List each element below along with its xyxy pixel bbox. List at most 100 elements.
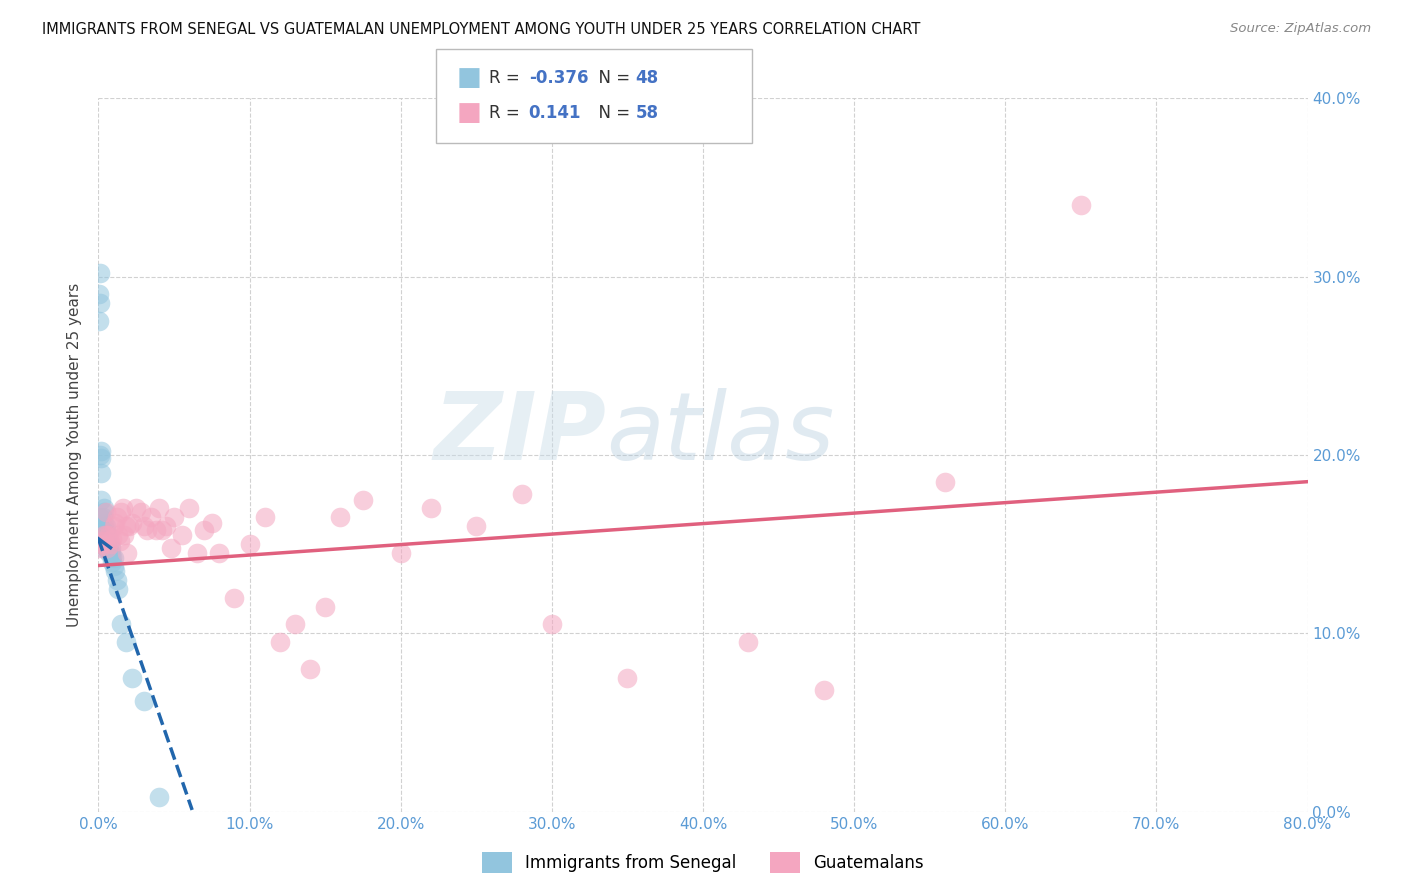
Point [96,533,118,548]
Point [269,635,291,649]
Point [89,541,111,555]
Point [201,516,224,530]
Point [540,617,562,632]
Point [118,519,141,533]
Point [89,448,111,462]
Point [94,523,117,537]
Point [112,528,135,542]
Point [465,519,488,533]
Point [89,510,111,524]
Point [115,546,138,560]
Text: R =: R = [489,104,530,122]
Point [90,466,112,480]
Point [100,546,122,560]
Point [96,528,118,542]
Point [132,694,155,708]
Point [93,528,115,542]
Point [352,492,374,507]
Point [93,505,115,519]
Text: ■: ■ [457,100,482,127]
Point [89,314,111,328]
Y-axis label: Unemployment Among Youth under 25 years: Unemployment Among Youth under 25 years [67,283,83,627]
Point [93,501,115,516]
Point [91,541,114,555]
Point [148,790,170,805]
Text: 0.141: 0.141 [529,104,581,122]
Point [107,528,129,542]
Point [224,591,246,605]
Point [1070,198,1092,212]
Point [90,528,112,542]
Point [141,510,163,524]
Point [100,541,122,555]
Point [129,505,152,519]
Text: ZIP: ZIP [433,387,606,480]
Point [90,444,112,458]
Point [91,523,114,537]
Point [934,475,956,489]
Text: ■: ■ [457,65,482,92]
Legend: Immigrants from Senegal, Guatemalans: Immigrants from Senegal, Guatemalans [475,846,931,880]
Point [510,487,533,501]
Point [91,510,114,524]
Text: R =: R = [489,70,526,87]
Text: atlas: atlas [606,388,835,479]
Point [107,582,129,596]
Point [253,510,276,524]
Point [89,287,111,301]
Point [148,501,170,516]
Point [420,501,443,516]
Text: -0.376: -0.376 [529,70,588,87]
Point [208,546,231,560]
Point [90,537,112,551]
Point [100,537,122,551]
Point [90,451,112,466]
Point [239,537,262,551]
Point [101,555,124,569]
Point [105,573,128,587]
Point [150,523,173,537]
Point [170,528,193,542]
Point [89,296,111,310]
Point [616,671,638,685]
Point [94,528,117,542]
Point [163,510,186,524]
Point [91,528,114,542]
Point [145,523,167,537]
Point [103,551,125,566]
Point [101,532,124,546]
Point [186,546,208,560]
Point [96,541,118,555]
Point [93,523,115,537]
Text: 58: 58 [636,104,658,122]
Point [104,516,127,530]
Point [737,635,759,649]
Point [93,516,115,530]
Point [155,519,177,533]
Point [299,662,322,676]
Point [193,523,215,537]
Point [135,523,157,537]
Point [94,505,117,519]
Point [98,528,121,542]
Point [111,501,134,516]
Text: N =: N = [588,70,636,87]
Point [93,537,115,551]
Point [108,533,131,548]
Point [389,546,412,560]
Point [114,519,136,533]
Point [314,599,336,614]
Point [132,519,155,533]
Text: Source: ZipAtlas.com: Source: ZipAtlas.com [1230,22,1371,36]
Point [94,528,117,542]
Point [90,492,112,507]
Point [89,266,111,280]
Point [110,617,132,632]
Text: IMMIGRANTS FROM SENEGAL VS GUATEMALAN UNEMPLOYMENT AMONG YOUTH UNDER 25 YEARS CO: IMMIGRANTS FROM SENEGAL VS GUATEMALAN UN… [42,22,921,37]
Point [105,510,128,524]
Point [329,510,352,524]
Point [98,537,121,551]
Point [103,519,125,533]
Point [93,528,115,542]
Text: 48: 48 [636,70,658,87]
